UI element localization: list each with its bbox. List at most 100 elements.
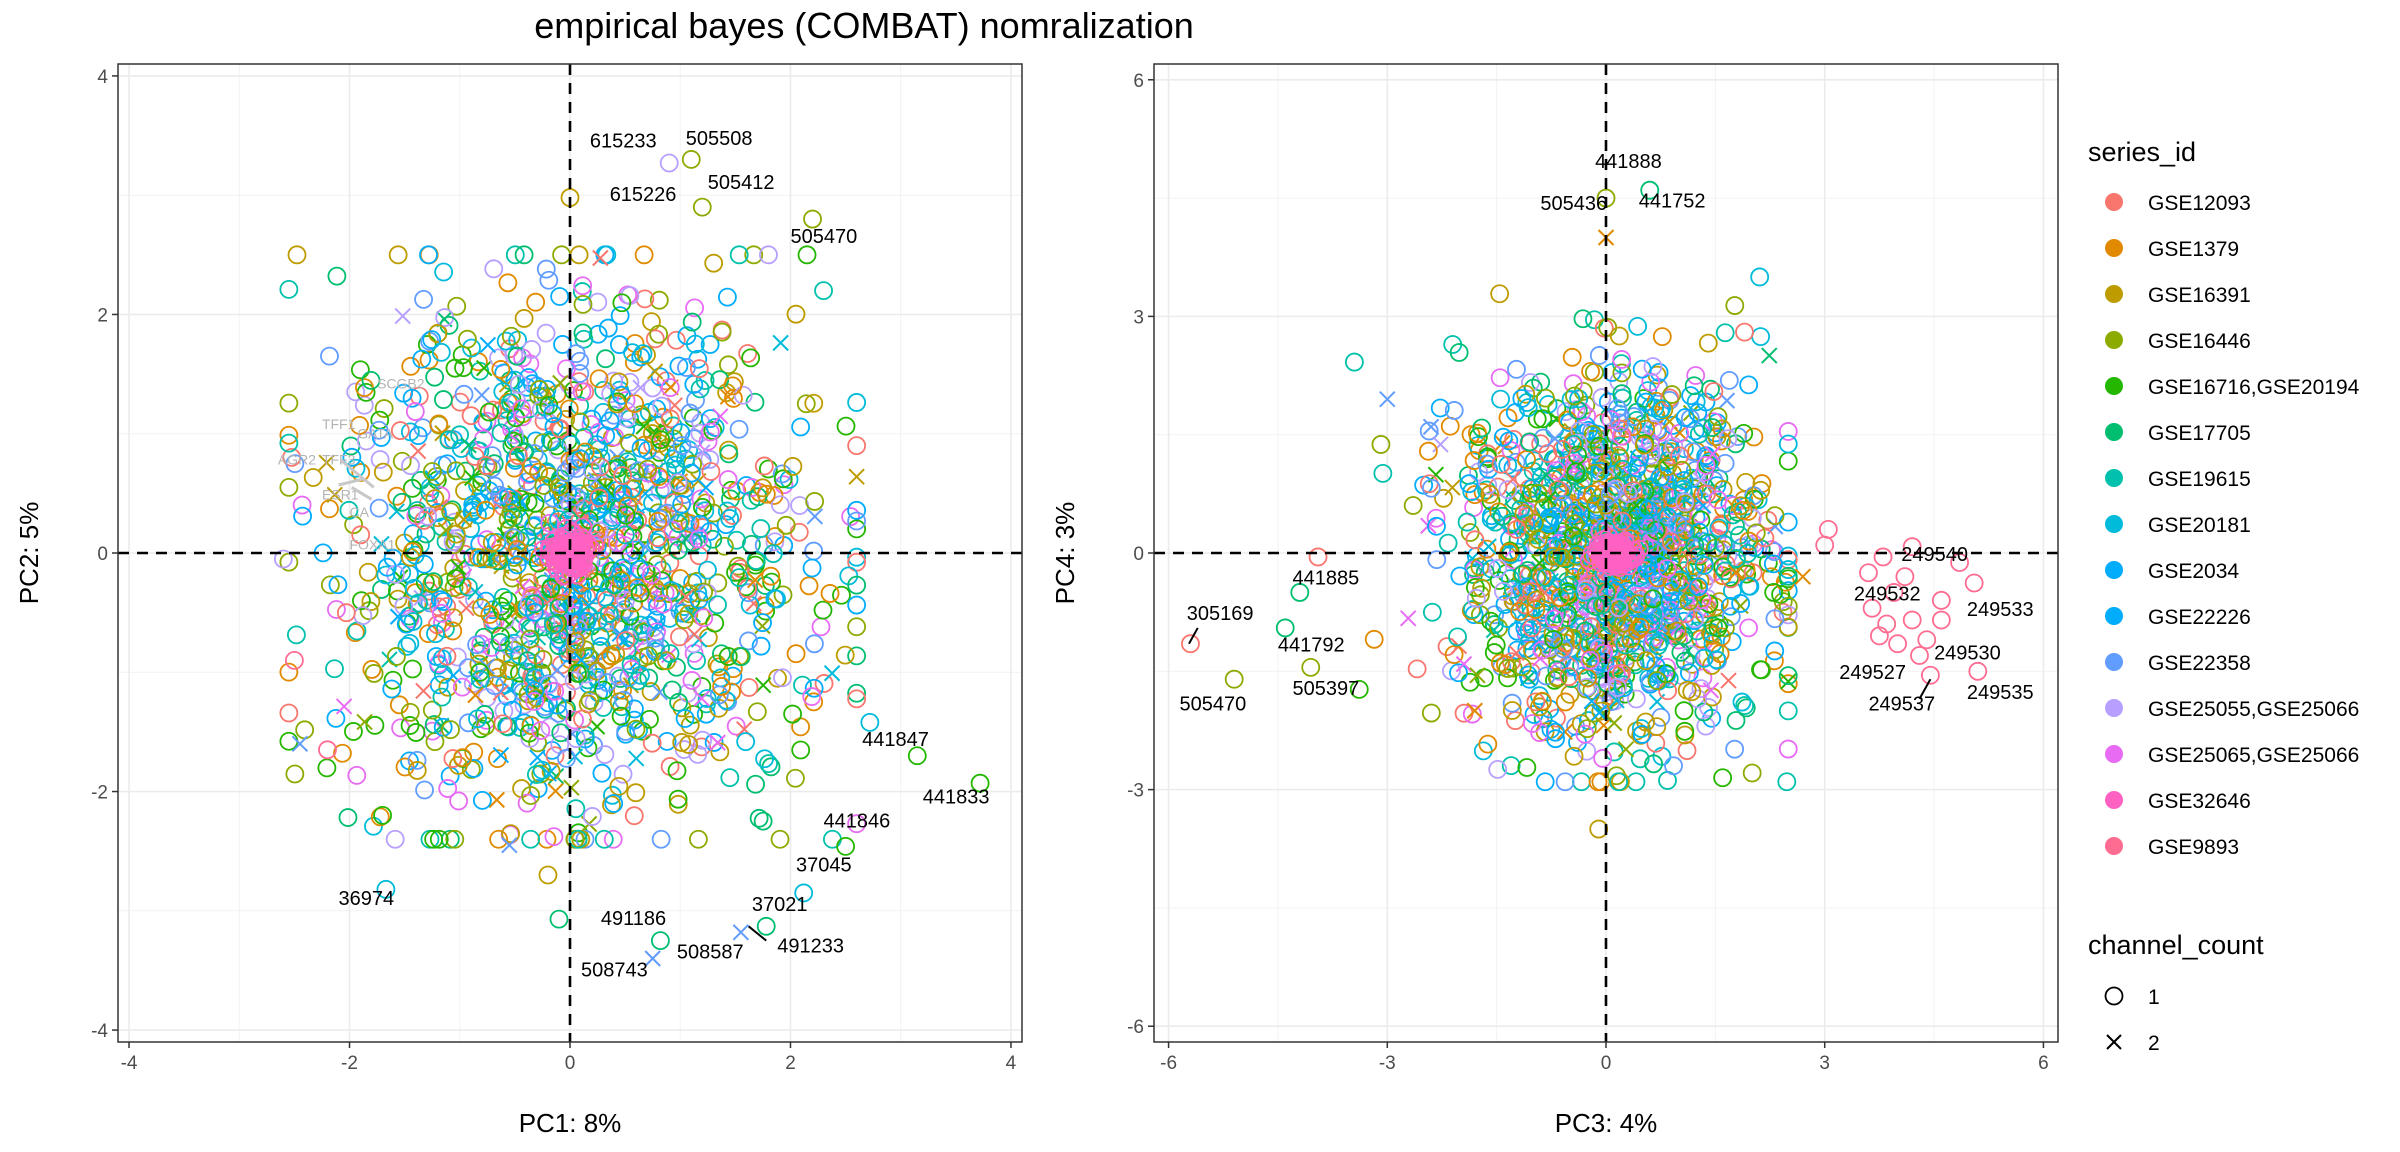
sample-marker bbox=[1601, 410, 1621, 429]
marker-stroke bbox=[823, 665, 841, 682]
sample-marker bbox=[414, 289, 433, 309]
sample-marker bbox=[1568, 401, 1588, 420]
marker-stroke bbox=[1595, 717, 1612, 734]
sample-marker bbox=[279, 662, 299, 682]
point-labels: 305169 441885 441792 505470 505397 441888 4417… bbox=[1180, 151, 2034, 716]
sample-marker bbox=[1582, 681, 1602, 700]
marker-stroke bbox=[552, 374, 569, 392]
sample-marker bbox=[318, 454, 335, 471]
sample-marker bbox=[1580, 651, 1600, 670]
sample-marker bbox=[370, 450, 390, 469]
outlier-marker bbox=[1764, 583, 1784, 602]
sample-marker bbox=[1689, 577, 1708, 597]
sample-marker bbox=[770, 495, 790, 515]
sample-marker bbox=[573, 709, 592, 729]
sample-marker bbox=[407, 501, 427, 520]
sample-marker bbox=[582, 807, 602, 826]
sample-marker bbox=[1507, 520, 1527, 539]
sample-marker bbox=[1662, 488, 1682, 508]
sample-marker bbox=[540, 513, 560, 533]
sample-marker bbox=[649, 583, 669, 603]
marker-stroke bbox=[1469, 667, 1486, 684]
sample-marker bbox=[293, 506, 313, 526]
point-label: 505470 bbox=[1180, 694, 1247, 716]
sample-marker bbox=[602, 795, 621, 815]
sample-marker bbox=[729, 245, 749, 265]
sample-marker bbox=[823, 665, 841, 682]
sample-marker bbox=[835, 645, 855, 665]
sample-marker bbox=[550, 287, 570, 306]
sample-marker bbox=[350, 415, 369, 435]
sample-marker bbox=[287, 625, 306, 645]
legend-label: GSE22226 bbox=[2148, 606, 2251, 629]
sample-marker bbox=[1738, 544, 1758, 563]
sample-marker bbox=[733, 385, 753, 405]
marker-stroke bbox=[772, 334, 789, 352]
sample-marker bbox=[400, 422, 420, 442]
legend-key bbox=[2105, 653, 2123, 671]
sample-marker bbox=[472, 598, 491, 618]
sample-marker bbox=[741, 348, 761, 368]
sample-marker bbox=[499, 661, 519, 681]
sample-marker bbox=[394, 383, 414, 403]
sample-marker bbox=[490, 485, 510, 505]
marker-stroke bbox=[1504, 471, 1522, 488]
sample-marker bbox=[491, 632, 510, 652]
legend-key bbox=[2105, 377, 2123, 395]
sample-marker bbox=[499, 488, 518, 507]
sample-marker bbox=[373, 462, 393, 482]
sample-marker bbox=[1579, 420, 1598, 440]
sample-marker bbox=[1422, 602, 1442, 622]
sample-marker bbox=[847, 814, 867, 834]
sample-marker bbox=[568, 829, 588, 849]
y-tick-label: 2 bbox=[97, 305, 108, 326]
sample-marker bbox=[620, 433, 639, 453]
sample-marker bbox=[1635, 511, 1655, 531]
sample-marker bbox=[545, 681, 565, 701]
legend-label: GSE22358 bbox=[2148, 652, 2251, 675]
legend-key bbox=[2105, 239, 2123, 257]
sample-marker bbox=[719, 388, 737, 405]
sample-marker bbox=[744, 245, 764, 265]
sample-marker bbox=[1683, 442, 1703, 462]
sample-marker bbox=[1778, 617, 1798, 637]
sample-marker bbox=[1612, 350, 1632, 369]
sample-marker bbox=[1584, 439, 1604, 459]
legend-key bbox=[2105, 515, 2123, 533]
sample-marker bbox=[279, 280, 299, 299]
sample-marker bbox=[632, 379, 649, 396]
sample-marker bbox=[541, 579, 561, 599]
sample-marker bbox=[351, 525, 371, 545]
sample-marker bbox=[1739, 375, 1759, 395]
sample-marker bbox=[1675, 721, 1695, 741]
sample-marker bbox=[534, 617, 553, 637]
sample-marker bbox=[422, 700, 442, 720]
y-tick-label: -3 bbox=[1127, 781, 1144, 802]
sample-marker bbox=[1647, 717, 1667, 737]
sample-marker bbox=[425, 489, 445, 509]
marker-stroke bbox=[1761, 347, 1778, 364]
sample-marker bbox=[1466, 588, 1486, 608]
legend-label: GSE17705 bbox=[2148, 422, 2251, 445]
x-tick-label: 3 bbox=[1819, 1053, 1830, 1074]
point-label: 615233 bbox=[590, 130, 657, 152]
legend-key bbox=[2105, 791, 2123, 809]
sample-marker bbox=[383, 670, 403, 690]
sample-marker bbox=[510, 718, 530, 737]
sample-marker bbox=[453, 748, 473, 768]
marker-stroke bbox=[754, 617, 771, 635]
legend-key bbox=[2106, 1034, 2122, 1050]
sample-marker bbox=[1493, 427, 1513, 447]
sample-marker bbox=[805, 492, 825, 511]
x-tick-label: 0 bbox=[565, 1053, 576, 1074]
sample-marker bbox=[1563, 503, 1582, 523]
sample-marker bbox=[666, 330, 686, 350]
sample-marker bbox=[685, 298, 704, 318]
point-label: 615226 bbox=[610, 184, 677, 206]
sample-marker bbox=[369, 420, 389, 440]
sample-marker bbox=[1718, 429, 1738, 449]
sample-marker bbox=[336, 603, 356, 623]
sample-marker bbox=[414, 554, 434, 574]
sample-marker bbox=[1461, 425, 1481, 445]
marker-stroke bbox=[415, 682, 432, 700]
